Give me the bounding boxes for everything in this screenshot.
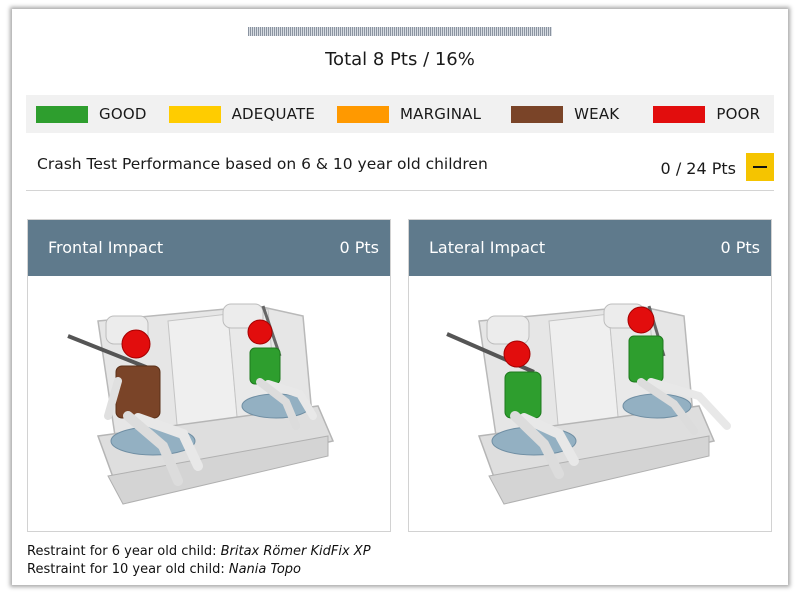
frontal-impact-header: Frontal Impact 0 Pts	[28, 220, 390, 276]
legend-good: GOOD	[36, 105, 147, 123]
legend-poor: POOR	[653, 105, 760, 123]
crash-test-section-header[interactable]: Crash Test Performance based on 6 & 10 y…	[26, 147, 774, 191]
rating-panel: Total 8 Pts / 16% GOOD ADEQUATE MARGINAL…	[12, 9, 788, 585]
frontal-impact-points: 0 Pts	[339, 238, 379, 257]
lateral-impact-header: Lateral Impact 0 Pts	[409, 220, 771, 276]
restraint-ten-label: Restraint for 10 year old child:	[27, 562, 225, 577]
restraint-six-year: Restraint for 6 year old child: Britax R…	[27, 543, 371, 561]
frontal-seat-illustration	[67, 303, 335, 505]
header-divider	[248, 27, 552, 36]
lateral-impact-card: Lateral Impact 0 Pts	[408, 219, 772, 532]
legend-adequate: ADEQUATE	[168, 105, 316, 123]
frontal-impact-title: Frontal Impact	[48, 238, 164, 257]
section-title: Crash Test Performance based on 6 & 10 y…	[37, 155, 488, 173]
legend-swatch-poor	[653, 105, 706, 123]
section-score: 0 / 24 Pts	[660, 159, 736, 178]
restraint-six-label: Restraint for 6 year old child:	[27, 544, 217, 559]
restraint-ten-value: Nania Topo	[228, 562, 301, 577]
minus-icon	[753, 166, 767, 168]
legend-swatch-good	[36, 105, 88, 123]
restraint-ten-year: Restraint for 10 year old child: Nania T…	[27, 561, 371, 579]
legend-swatch-marginal	[337, 105, 390, 123]
legend-marginal: MARGINAL	[337, 105, 481, 123]
lateral-seat-illustration	[446, 303, 731, 505]
legend-label-marginal: MARGINAL	[400, 105, 482, 123]
total-score: Total 8 Pts / 16%	[325, 49, 475, 70]
lateral-impact-points: 0 Pts	[720, 238, 760, 257]
legend-label-adequate: ADEQUATE	[231, 105, 316, 123]
collapse-button[interactable]	[746, 153, 774, 181]
frontal-impact-card: Frontal Impact 0 Pts	[27, 219, 391, 532]
legend-weak: WEAK	[511, 105, 619, 123]
legend-swatch-weak	[511, 105, 564, 123]
lateral-impact-title: Lateral Impact	[429, 238, 546, 257]
legend-label-weak: WEAK	[574, 105, 620, 123]
restraint-six-value: Britax Römer KidFix XP	[220, 544, 371, 559]
legend-label-good: GOOD	[99, 105, 147, 123]
restraint-info: Restraint for 6 year old child: Britax R…	[27, 543, 371, 579]
frontal-impact-illustration	[28, 276, 390, 531]
legend-swatch-adequate	[168, 105, 221, 123]
lateral-impact-illustration	[409, 276, 771, 531]
rating-legend: GOOD ADEQUATE MARGINAL WEAK POOR	[26, 95, 774, 133]
legend-label-poor: POOR	[716, 105, 761, 123]
